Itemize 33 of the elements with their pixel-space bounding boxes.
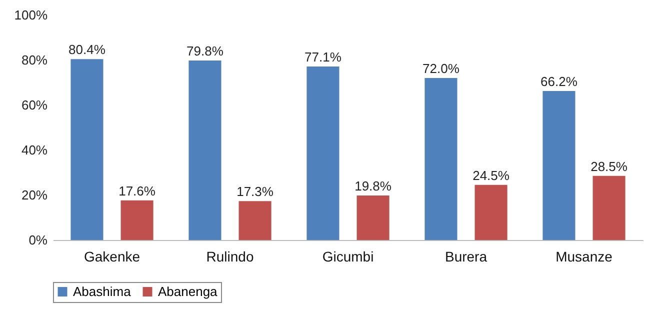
data-label: 19.8% — [354, 178, 392, 194]
x-tick-label: Gakenke — [84, 248, 140, 264]
data-label: 17.3% — [236, 184, 274, 200]
x-tick-label: Rulindo — [206, 248, 254, 264]
y-tick-label: 20% — [21, 188, 48, 202]
bar — [424, 78, 458, 240]
x-tick-label: Gicumbi — [322, 248, 374, 264]
y-tick-label: 40% — [21, 142, 48, 158]
y-tick-label: 80% — [21, 52, 48, 68]
data-label: 79.8% — [186, 43, 224, 58]
data-label: 77.1% — [304, 50, 342, 65]
bar — [70, 59, 104, 240]
bar — [120, 200, 154, 240]
x-tick-label: Musanze — [556, 248, 613, 264]
y-tick-label: 60% — [21, 98, 48, 112]
data-label: 24.5% — [472, 168, 510, 183]
legend-label: Abanenga — [158, 284, 218, 299]
bar — [592, 176, 626, 240]
y-tick-label: 100% — [14, 8, 48, 22]
data-label: 28.5% — [590, 158, 628, 174]
bar — [238, 201, 272, 240]
y-tick-label: 0% — [28, 232, 48, 248]
data-label: 72.0% — [422, 61, 460, 76]
data-label: 66.2% — [540, 74, 578, 90]
data-label: 80.4% — [68, 42, 106, 58]
legend-label: Abashima — [73, 284, 132, 299]
x-tick-label: Burera — [444, 248, 488, 264]
bar — [542, 91, 576, 240]
bar — [188, 60, 222, 240]
bar — [474, 184, 508, 240]
bar — [356, 195, 390, 240]
bar — [306, 66, 340, 240]
data-label: 17.6% — [118, 183, 156, 198]
